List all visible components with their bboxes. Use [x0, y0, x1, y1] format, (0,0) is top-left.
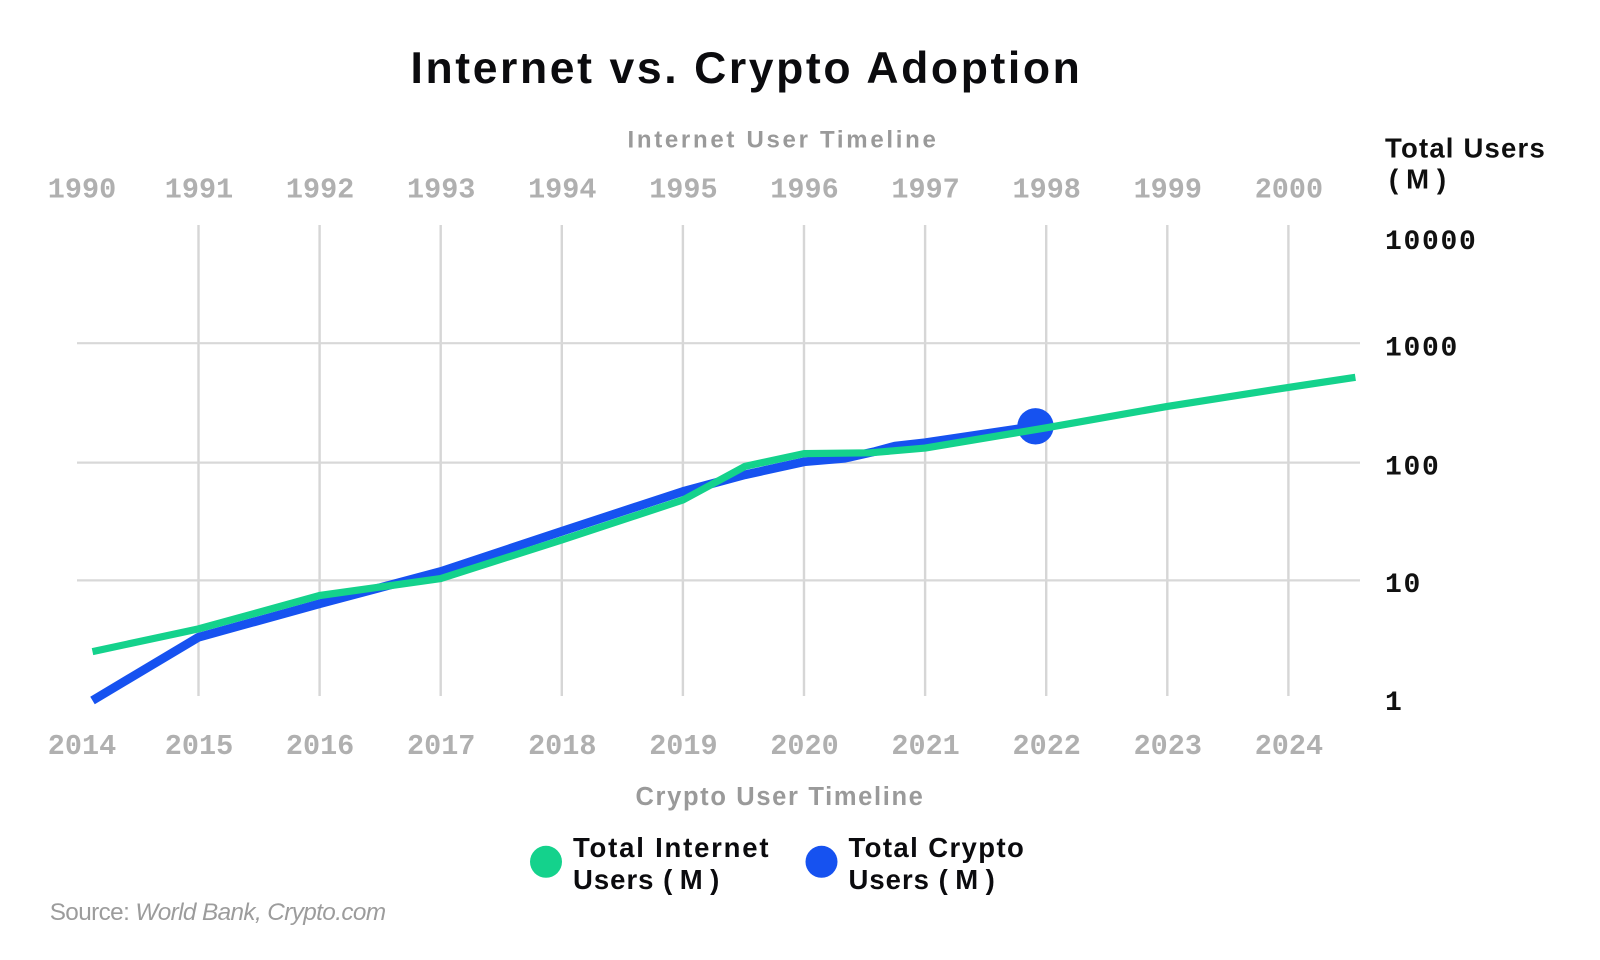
- svg-text:Internet vs. Crypto Adoption: Internet vs. Crypto Adoption: [411, 44, 1083, 93]
- svg-text:2022: 2022: [1012, 730, 1080, 763]
- svg-text:2024: 2024: [1255, 730, 1323, 763]
- svg-text:Total Users: Total Users: [1385, 133, 1546, 164]
- svg-text:100: 100: [1385, 453, 1441, 484]
- svg-text:1000: 1000: [1385, 334, 1459, 365]
- svg-text:1990: 1990: [48, 174, 116, 207]
- svg-text:2020: 2020: [770, 730, 838, 763]
- svg-text:10: 10: [1385, 570, 1422, 601]
- svg-text:1: 1: [1385, 688, 1404, 719]
- svg-text:2023: 2023: [1134, 730, 1202, 763]
- svg-text:Source: World Bank, Crypto.com: Source: World Bank, Crypto.com: [50, 899, 386, 926]
- svg-text:2019: 2019: [649, 730, 717, 763]
- svg-text:2018: 2018: [528, 730, 596, 763]
- svg-text:2017: 2017: [407, 730, 475, 763]
- svg-text:1991: 1991: [165, 174, 233, 207]
- svg-text:2021: 2021: [891, 730, 959, 763]
- svg-text:1996: 1996: [770, 174, 838, 207]
- svg-text:Total Internet: Total Internet: [573, 832, 770, 863]
- svg-text:2014: 2014: [48, 730, 116, 763]
- svg-text:1995: 1995: [649, 174, 717, 207]
- svg-text:1993: 1993: [407, 174, 475, 207]
- svg-text:( M ): ( M ): [1389, 164, 1447, 195]
- svg-text:Internet User Timeline: Internet User Timeline: [627, 127, 938, 154]
- svg-text:1998: 1998: [1012, 174, 1080, 207]
- svg-text:Users ( M ): Users ( M ): [573, 864, 720, 895]
- svg-text:1997: 1997: [891, 174, 959, 207]
- svg-text:1994: 1994: [528, 174, 596, 207]
- svg-text:2000: 2000: [1255, 174, 1323, 207]
- svg-text:10000: 10000: [1385, 227, 1478, 258]
- svg-text:Crypto User Timeline: Crypto User Timeline: [635, 783, 924, 811]
- svg-text:2015: 2015: [165, 730, 233, 763]
- svg-text:Total Crypto: Total Crypto: [849, 832, 1026, 863]
- svg-text:2016: 2016: [286, 730, 354, 763]
- svg-text:1992: 1992: [286, 174, 354, 207]
- svg-text:1999: 1999: [1134, 174, 1202, 207]
- svg-text:Users ( M ): Users ( M ): [849, 864, 996, 895]
